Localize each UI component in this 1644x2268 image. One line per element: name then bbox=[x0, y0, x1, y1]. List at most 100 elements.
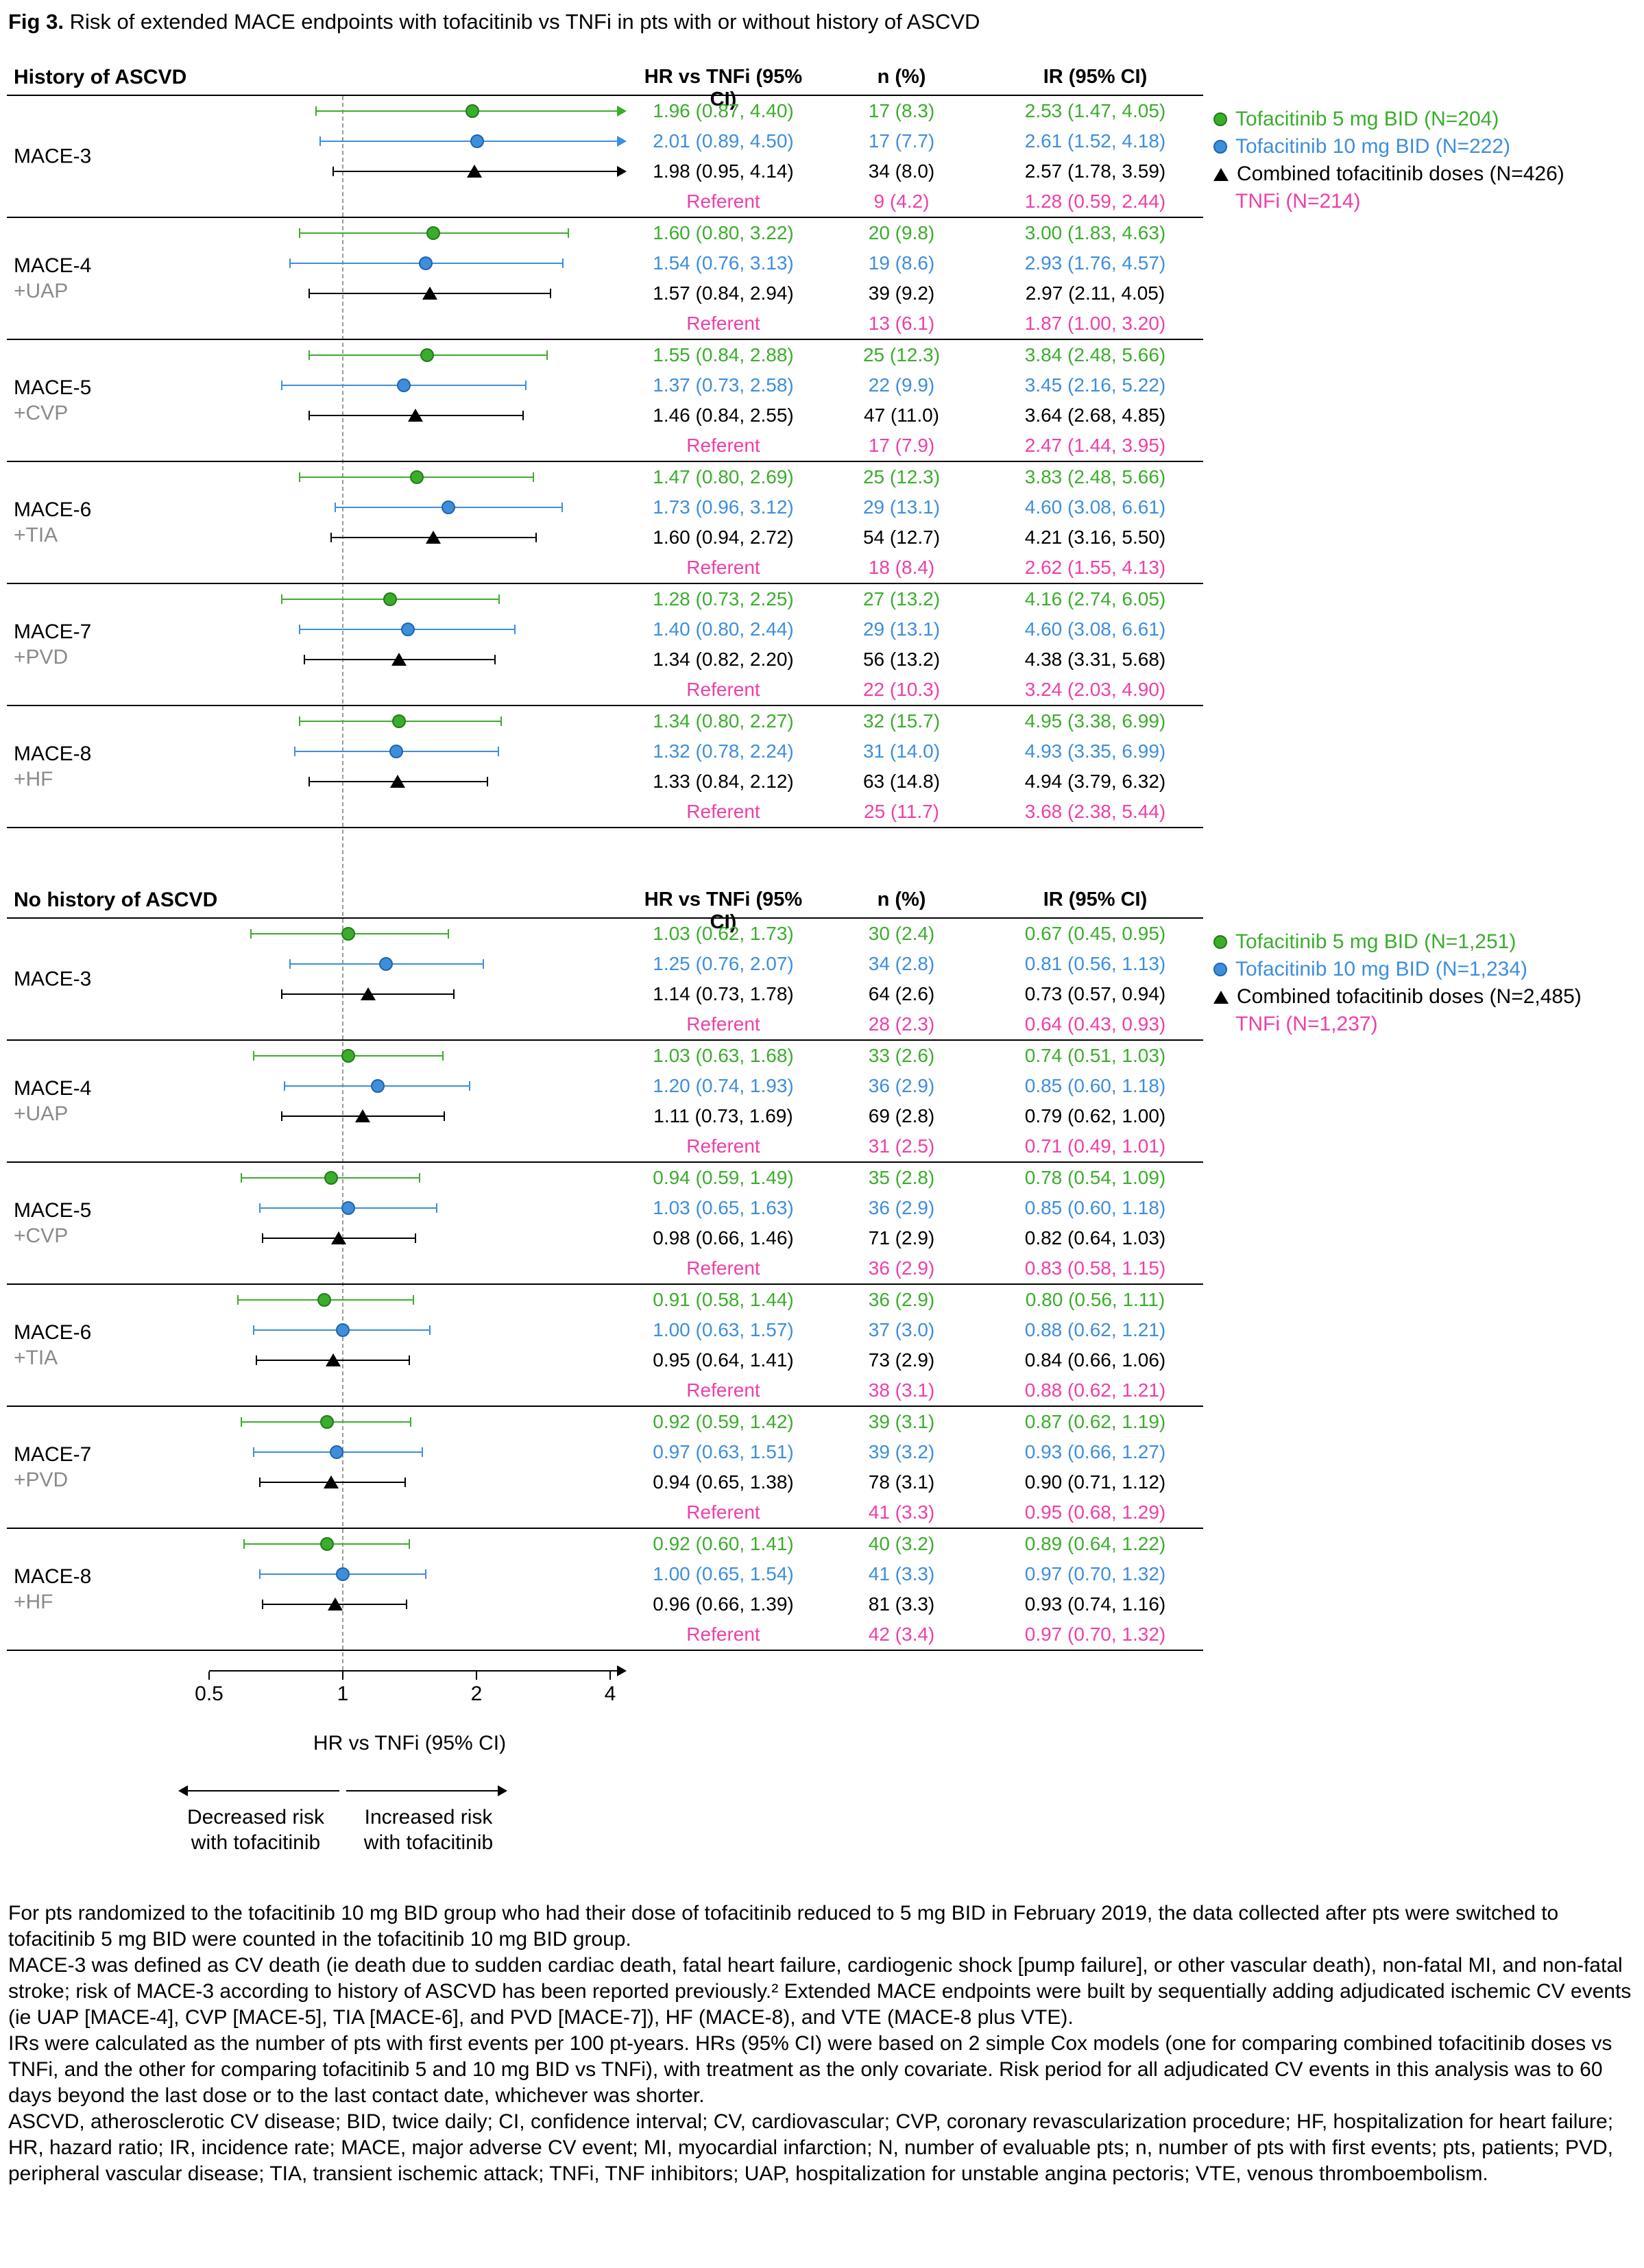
axis-tick-label: 0.5 bbox=[195, 1682, 223, 1705]
n-value: 17 (8.3) bbox=[868, 100, 935, 121]
group-name: MACE-6 bbox=[14, 1321, 92, 1344]
group-label: MACE-3 bbox=[14, 967, 91, 992]
ir-value: 3.00 (1.83, 4.63) bbox=[1024, 222, 1166, 243]
decreased-risk-line1: Decreased risk bbox=[186, 1806, 325, 1829]
group-name: MACE-6 bbox=[14, 498, 92, 521]
hr-value: Referent bbox=[686, 557, 760, 578]
forest-group-mace-6: MACE-6 +TIA 0.91 (0.58, 1.44) 36 (2.9) 0.80 … bbox=[7, 1285, 1203, 1407]
hr-marker-triangle-icon bbox=[360, 987, 376, 1000]
forest-row: 1.34 (0.80, 2.27) 32 (15.7) 4.95 (3.38, 6.… bbox=[7, 706, 1203, 736]
hr-value: 1.34 (0.80, 2.27) bbox=[653, 710, 794, 732]
forest-row: 1.32 (0.78, 2.24) 31 (14.0) 4.93 (3.35, 6.… bbox=[7, 736, 1203, 767]
n-value: 36 (2.9) bbox=[868, 1197, 935, 1218]
hr-marker-circle-icon bbox=[336, 1567, 350, 1581]
axis-tick-label: 4 bbox=[604, 1682, 616, 1705]
hr-value: 0.95 (0.64, 1.41) bbox=[653, 1349, 794, 1371]
group-label: MACE-8 +HF bbox=[14, 1564, 91, 1615]
group-label: MACE-6 +TIA bbox=[14, 497, 91, 548]
ci-cap-lower bbox=[281, 989, 283, 999]
hr-marker-triangle-icon bbox=[325, 1353, 341, 1366]
hr-marker-triangle-icon bbox=[390, 775, 406, 788]
legend-item: TNFi (N=1,237) bbox=[1213, 1011, 1644, 1038]
group-subname: +UAP bbox=[14, 1102, 69, 1125]
legend-item: Combined tofacitinib doses (N=426) bbox=[1213, 160, 1644, 188]
n-value: 20 (9.8) bbox=[868, 222, 935, 243]
n-value: 36 (2.9) bbox=[868, 1257, 935, 1279]
ci-cap-lower bbox=[319, 136, 322, 146]
forest-blocks: MACE-3 1.03 (0.62, 1.73) 30 (2.4) 0.67 (0.4… bbox=[7, 919, 1203, 1651]
forest-row: 1.73 (0.96, 3.12) 29 (13.1) 4.60 (3.08, 6.… bbox=[7, 492, 1203, 522]
hr-value: Referent bbox=[686, 313, 760, 334]
hr-value: 1.00 (0.63, 1.57) bbox=[653, 1319, 794, 1340]
ci-cap-upper bbox=[498, 594, 500, 604]
hr-marker-circle-icon bbox=[466, 104, 480, 118]
footnote-paragraph: For pts randomized to the tofacitinib 10… bbox=[8, 1902, 1559, 1951]
hr-value: 1.34 (0.82, 2.20) bbox=[653, 649, 794, 670]
ci-plot-cell bbox=[165, 1467, 631, 1497]
ci-cap-lower bbox=[299, 716, 301, 726]
hr-value: 0.91 (0.58, 1.44) bbox=[653, 1289, 794, 1310]
forest-row: 1.46 (0.84, 2.55) 47 (11.0) 3.64 (2.68, 4.… bbox=[7, 400, 1203, 431]
forest-row: Referent 9 (4.2) 1.28 (0.59, 2.44) bbox=[7, 186, 1203, 217]
hr-value: Referent bbox=[686, 679, 760, 700]
n-value: 40 (3.2) bbox=[868, 1533, 935, 1554]
group-name: MACE-7 bbox=[14, 1443, 92, 1466]
ci-plot-cell bbox=[165, 309, 631, 339]
hr-value: Referent bbox=[686, 1379, 760, 1401]
decreased-risk-line2: with tofacitinib bbox=[191, 1831, 321, 1854]
ci-cap-upper bbox=[500, 716, 502, 726]
ci-plot-cell bbox=[165, 1101, 631, 1131]
forest-group-mace-3: MACE-3 1.03 (0.62, 1.73) 30 (2.4) 0.67 (0.4… bbox=[7, 919, 1203, 1041]
n-value: 9 (4.2) bbox=[873, 191, 930, 212]
ir-value: 0.97 (0.70, 1.32) bbox=[1024, 1624, 1166, 1645]
forest-row: 1.33 (0.84, 2.12) 63 (14.8) 4.94 (3.79, 6.… bbox=[7, 767, 1203, 797]
n-value: 71 (2.9) bbox=[868, 1227, 935, 1248]
hr-value: 0.97 (0.63, 1.51) bbox=[653, 1441, 794, 1462]
n-value: 81 (3.3) bbox=[868, 1593, 935, 1615]
hr-marker-circle-icon bbox=[330, 1445, 344, 1459]
reference-line-hr1 bbox=[342, 96, 343, 1670]
hr-value: 1.37 (0.73, 2.58) bbox=[653, 374, 794, 396]
forest-row: 0.98 (0.66, 1.46) 71 (2.9) 0.82 (0.64, 1.0… bbox=[7, 1223, 1203, 1253]
hr-value: 1.03 (0.65, 1.63) bbox=[653, 1197, 794, 1218]
increased-risk-line2: with tofacitinib bbox=[363, 1831, 494, 1854]
decreased-risk-arrow-icon bbox=[178, 1785, 339, 1796]
legend-label: Combined tofacitinib doses (N=2,485) bbox=[1237, 985, 1582, 1008]
group-label: MACE-5 +CVP bbox=[14, 1198, 91, 1248]
ci-cap-upper bbox=[524, 381, 527, 390]
ci-cap-lower bbox=[334, 503, 336, 512]
arrow-left-bar bbox=[188, 1790, 339, 1792]
hr-marker-circle-icon bbox=[389, 745, 404, 758]
ci-cap-upper bbox=[419, 1173, 421, 1183]
hr-marker-circle-icon bbox=[396, 378, 411, 392]
hr-marker-circle-icon bbox=[442, 500, 456, 514]
ir-value: 0.93 (0.66, 1.27) bbox=[1024, 1441, 1166, 1462]
ir-value: 0.64 (0.43, 0.93) bbox=[1024, 1013, 1166, 1035]
axis-tick bbox=[609, 1672, 611, 1680]
ir-value: 4.16 (2.74, 6.05) bbox=[1024, 588, 1166, 610]
n-value: 17 (7.9) bbox=[868, 435, 935, 456]
ci-plot-cell bbox=[165, 1285, 631, 1315]
ci-cap-lower bbox=[308, 350, 310, 360]
n-value: 31 (14.0) bbox=[862, 740, 941, 762]
ir-value: 4.94 (3.79, 6.32) bbox=[1024, 771, 1166, 792]
hr-value: 1.60 (0.80, 3.22) bbox=[653, 222, 794, 243]
hr-value: 1.55 (0.84, 2.88) bbox=[653, 344, 794, 365]
hr-marker-circle-icon bbox=[324, 1171, 338, 1185]
ir-value: 2.53 (1.47, 4.05) bbox=[1024, 100, 1166, 121]
ci-cap-upper bbox=[482, 959, 484, 969]
forest-group-mace-7: MACE-7 +PVD 0.92 (0.59, 1.42) 39 (3.1) 0.87 … bbox=[7, 1407, 1203, 1529]
ci-cap-upper bbox=[550, 289, 552, 298]
forest-blocks: MACE-3 1.96 (0.87, 4.40) 17 (8.3) 2.53 (1.4… bbox=[7, 96, 1203, 828]
n-value: 13 (6.1) bbox=[868, 313, 935, 334]
hr-value: 2.01 (0.89, 4.50) bbox=[653, 130, 794, 152]
group-subname: +PVD bbox=[14, 1469, 69, 1491]
ci-cap-upper bbox=[535, 533, 537, 542]
hr-marker-circle-icon bbox=[470, 134, 485, 148]
hr-value: Referent bbox=[686, 1013, 760, 1035]
hr-value: 1.32 (0.78, 2.24) bbox=[653, 740, 794, 762]
hr-value: 1.60 (0.94, 2.72) bbox=[653, 527, 794, 548]
group-label: MACE-8 +HF bbox=[14, 741, 91, 792]
ci-plot-cell bbox=[165, 553, 631, 583]
forest-row: 1.60 (0.80, 3.22) 20 (9.8) 3.00 (1.83, 4.6… bbox=[7, 218, 1203, 248]
